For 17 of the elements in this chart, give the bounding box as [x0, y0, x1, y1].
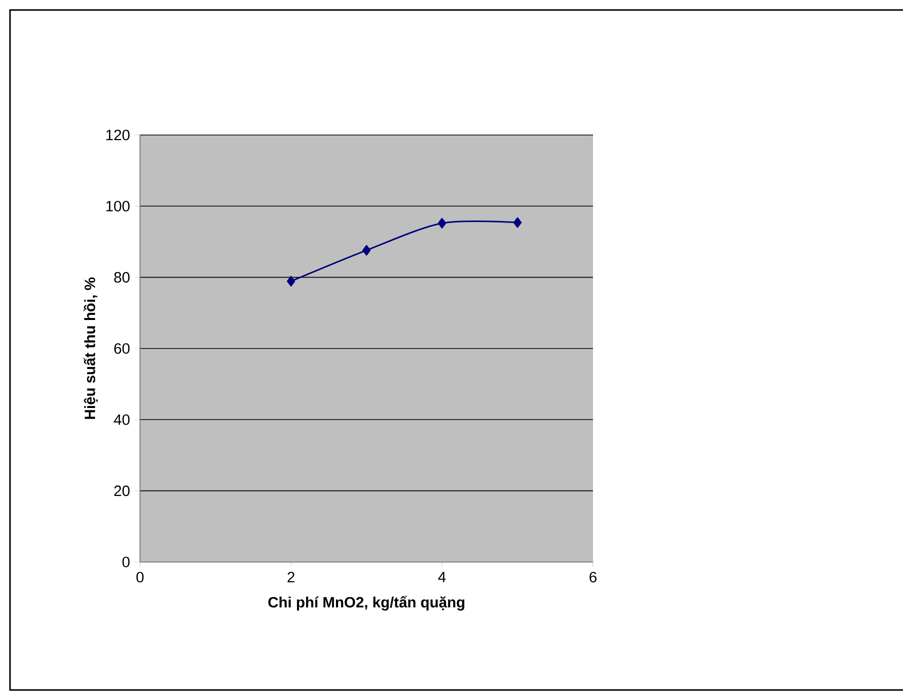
y-tick-label: 80 — [114, 272, 130, 283]
x-tick-label: 2 — [288, 572, 294, 582]
x-tick-label: 4 — [438, 572, 446, 582]
x-axis-title: Chi phí MnO2, kg/tấn quặng — [268, 596, 464, 611]
point — [362, 245, 371, 256]
point — [286, 276, 296, 286]
y-tick-label: 40 — [114, 414, 130, 425]
point — [513, 217, 522, 228]
point — [438, 218, 446, 228]
y-tick-label: 100 — [106, 200, 130, 212]
y-axis-title: Hiệu suất thu hồi, % — [84, 277, 98, 419]
x-tick-label: 0 — [136, 572, 144, 582]
y-tick-label: 60 — [114, 343, 130, 354]
x-tick-label: 6 — [590, 572, 597, 582]
y-tick-label: 120 — [106, 130, 130, 140]
y-tick-label: 0 — [122, 556, 130, 568]
y-tick-label: 20 — [114, 486, 130, 496]
